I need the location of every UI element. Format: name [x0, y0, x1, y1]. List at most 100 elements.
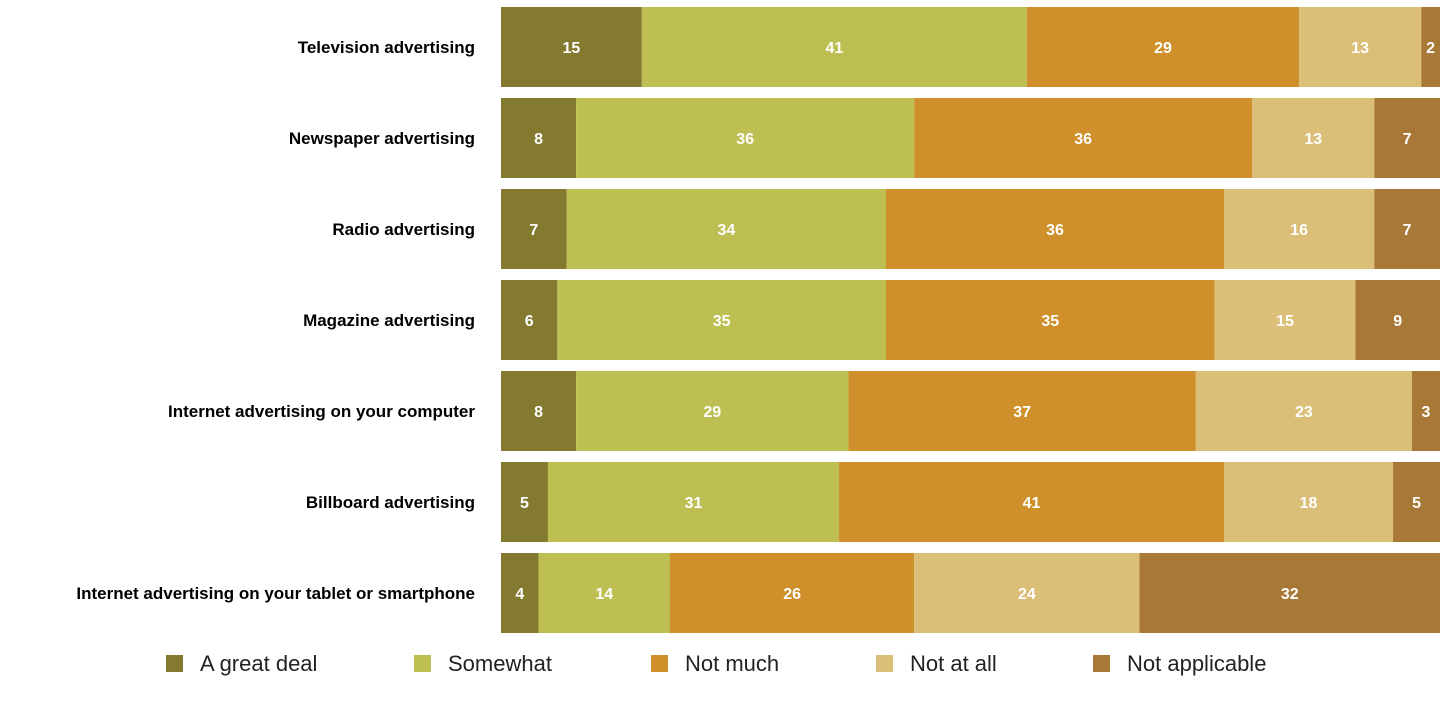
category-label: Newspaper advertising	[289, 129, 475, 148]
category-label: Internet advertising on your tablet or s…	[76, 584, 475, 603]
bar-segment	[1374, 98, 1440, 178]
bar-segment	[566, 189, 886, 269]
legend-label: Not applicable	[1127, 651, 1266, 676]
data-label: 23	[1295, 404, 1313, 421]
legend-item: A great deal	[166, 651, 317, 676]
legend-item: Not at all	[876, 651, 997, 676]
bar-segment	[576, 98, 915, 178]
legend-swatch	[651, 655, 668, 672]
bar-segment	[885, 280, 1215, 360]
bar-segment	[501, 462, 548, 542]
data-label: 29	[1154, 40, 1172, 57]
legend-label: Not much	[685, 651, 779, 676]
bar-segment	[1224, 462, 1394, 542]
legend-swatch	[1093, 655, 1110, 672]
data-label: 18	[1300, 495, 1318, 512]
bar-row: Radio advertising 7 34 36 16 7	[332, 189, 1440, 269]
data-label: 41	[1023, 495, 1041, 512]
bar-segment	[839, 462, 1225, 542]
data-label: 15	[1276, 313, 1294, 330]
data-label: 36	[736, 131, 754, 148]
bar-row: Billboard advertising 5 31 41 18 5	[306, 462, 1440, 542]
data-label: 29	[703, 404, 721, 421]
bar-segment	[1139, 553, 1440, 633]
data-label: 31	[685, 495, 703, 512]
data-label: 13	[1351, 40, 1369, 57]
bar-segment	[501, 7, 642, 87]
legend-item: Not applicable	[1093, 651, 1266, 676]
chart-legend: A great deal Somewhat Not much Not at all No…	[166, 651, 1266, 676]
bar-segment	[1299, 7, 1422, 87]
bar-segment	[501, 553, 539, 633]
bar-segment	[1214, 280, 1356, 360]
bar-segment	[501, 280, 558, 360]
data-label: 5	[1412, 495, 1421, 512]
chart-rows: Television advertising 15 41 29 13 2 Newspaper…	[76, 7, 1440, 633]
data-label: 41	[825, 40, 843, 57]
bar-segment	[1421, 7, 1440, 87]
category-label: Billboard advertising	[306, 493, 475, 512]
bar-segment	[1374, 189, 1440, 269]
data-label: 6	[525, 313, 534, 330]
legend-swatch	[166, 655, 183, 672]
bar-row: Newspaper advertising 8 36 36 13 7	[289, 98, 1440, 178]
data-label: 37	[1013, 404, 1031, 421]
bar-row: Television advertising 15 41 29 13 2	[298, 7, 1440, 87]
data-label: 7	[529, 222, 538, 239]
data-label: 5	[520, 495, 529, 512]
data-label: 36	[1046, 222, 1064, 239]
data-label: 4	[515, 586, 524, 603]
legend-item: Somewhat	[414, 651, 552, 676]
data-label: 15	[563, 40, 581, 57]
data-label: 35	[1041, 313, 1059, 330]
bar-segment	[641, 7, 1027, 87]
bar-segment	[1355, 280, 1440, 360]
legend-label: Not at all	[910, 651, 997, 676]
data-label: 35	[713, 313, 731, 330]
bar-segment	[670, 553, 915, 633]
data-label: 34	[717, 222, 735, 239]
legend-item: Not much	[651, 651, 779, 676]
legend-swatch	[414, 655, 431, 672]
bar-segment	[914, 98, 1253, 178]
data-label: 9	[1393, 313, 1402, 330]
bar-segment	[501, 189, 567, 269]
data-label: 13	[1304, 131, 1322, 148]
data-label: 8	[534, 131, 543, 148]
data-label: 2	[1426, 40, 1435, 57]
legend-label: Somewhat	[448, 651, 552, 676]
data-label: 16	[1290, 222, 1308, 239]
bar-row: Internet advertising on your computer 8 29…	[168, 371, 1440, 451]
data-label: 7	[1403, 222, 1412, 239]
bar-segment	[1195, 371, 1412, 451]
bar-segment	[1393, 462, 1440, 542]
bar-segment	[885, 189, 1225, 269]
data-label: 3	[1421, 404, 1430, 421]
data-label: 36	[1074, 131, 1092, 148]
legend-label: A great deal	[200, 651, 317, 676]
bar-segment	[1252, 98, 1375, 178]
data-label: 7	[1403, 131, 1412, 148]
category-label: Radio advertising	[332, 220, 475, 239]
legend-swatch	[876, 655, 893, 672]
category-label: Television advertising	[298, 38, 475, 57]
bar-segment	[501, 371, 577, 451]
bar-segment	[576, 371, 849, 451]
data-label: 24	[1018, 586, 1036, 603]
data-label: 32	[1281, 586, 1299, 603]
bar-segment	[501, 98, 577, 178]
category-label: Internet advertising on your computer	[168, 402, 475, 421]
bar-segment	[547, 462, 840, 542]
bar-segment	[1224, 189, 1375, 269]
category-label: Magazine advertising	[303, 311, 475, 330]
bar-row: Internet advertising on your tablet or s…	[76, 553, 1440, 633]
data-label: 8	[534, 404, 543, 421]
bar-segment	[848, 371, 1196, 451]
data-label: 26	[783, 586, 801, 603]
bar-segment	[557, 280, 886, 360]
data-label: 14	[595, 586, 613, 603]
bar-segment	[1411, 371, 1440, 451]
bar-segment	[914, 553, 1140, 633]
bar-row: Magazine advertising 6 35 35 15 9	[303, 280, 1440, 360]
